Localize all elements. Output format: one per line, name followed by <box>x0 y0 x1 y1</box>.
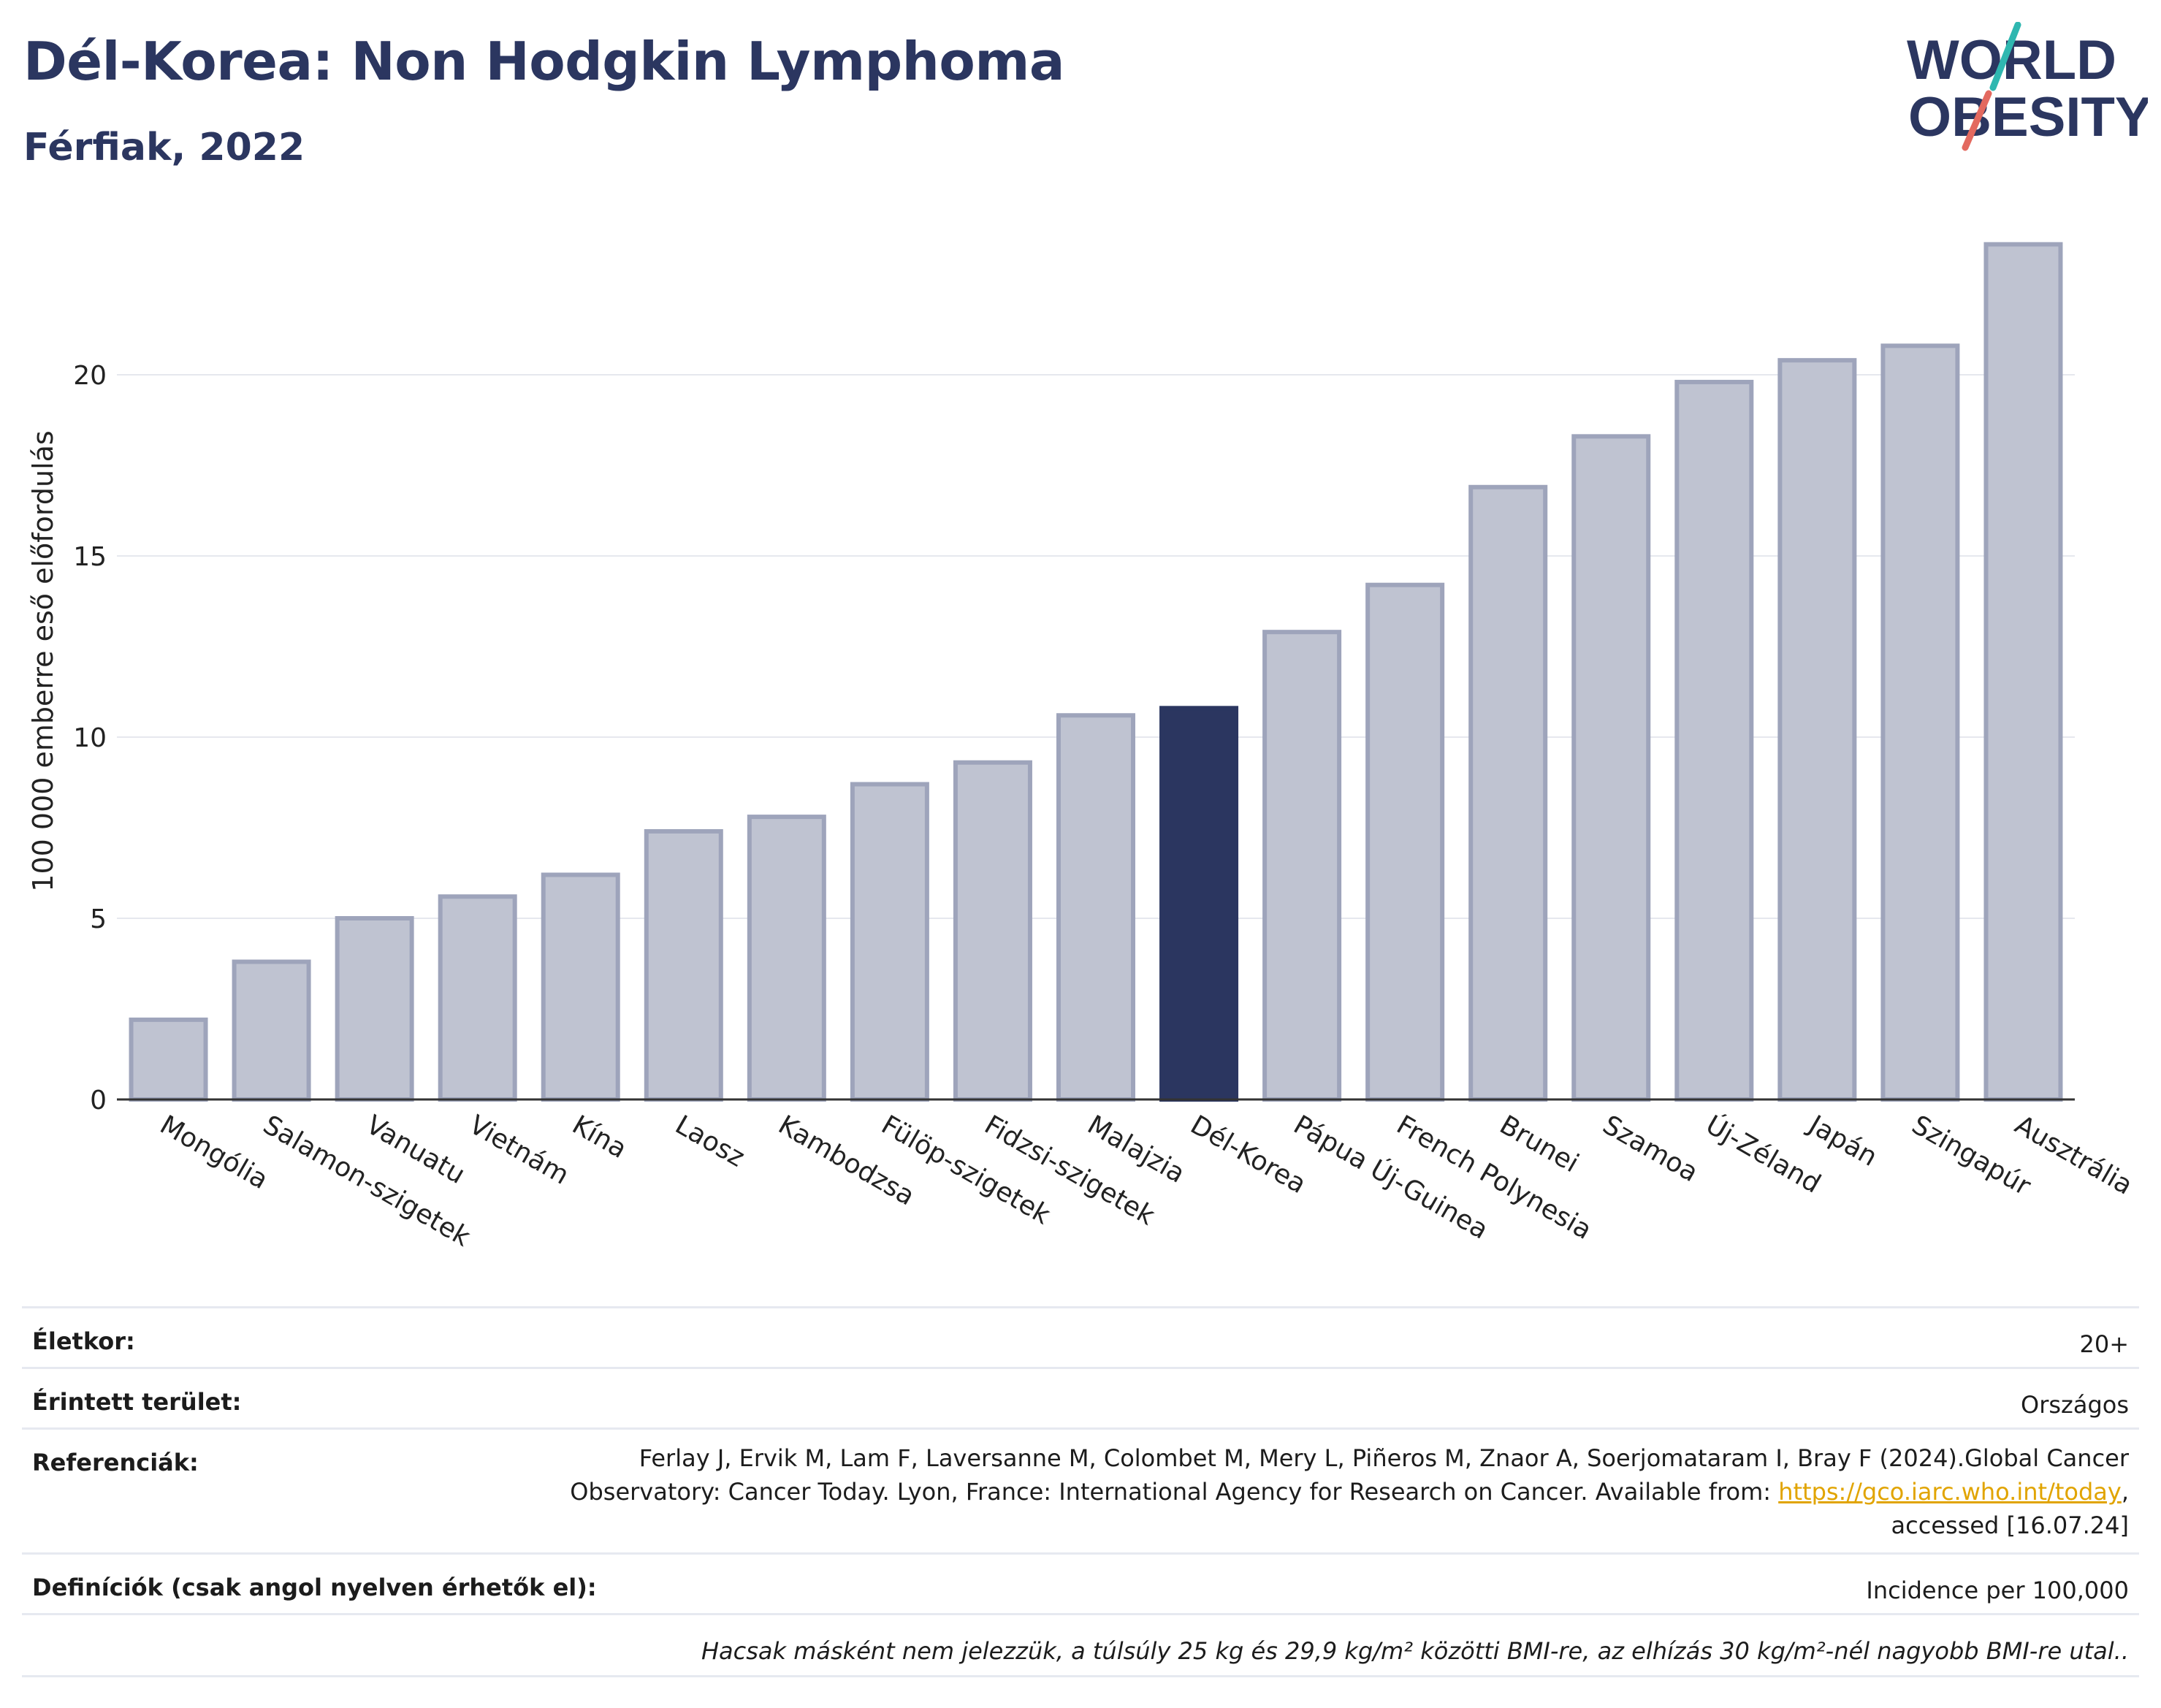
info-value-area: Országos <box>2021 1391 2129 1419</box>
y-tick-label: 0 <box>90 1086 107 1116</box>
x-tick-label: Új-Zéland <box>1701 1109 1826 1199</box>
bar <box>438 894 517 1102</box>
info-note: Hacsak másként nem jelezzük, a túlsúly 2… <box>701 1637 2129 1665</box>
world-obesity-logo: WORLD OBESITY <box>1907 22 2148 151</box>
reference-line-2-text: Observatory: Cancer Today. Lyon, France:… <box>570 1478 1779 1506</box>
bar <box>850 782 929 1102</box>
reference-line-2-end: , <box>2121 1478 2129 1506</box>
page-title: Dél-Korea: Non Hodgkin Lymphoma <box>23 31 1065 92</box>
bar-chart: 0 5 10 15 20 100 000 emberre eső előfordulás M… <box>27 242 2138 1253</box>
logo-accent-teal <box>1989 22 2021 91</box>
x-tick-label: Laosz <box>670 1110 750 1173</box>
bar <box>232 959 311 1102</box>
bar <box>1262 630 1342 1102</box>
bar <box>1674 379 1754 1102</box>
info-row-age: Életkor: 20+ <box>22 1306 2139 1367</box>
bar <box>1983 242 2063 1102</box>
info-value-definitions: Incidence per 100,000 <box>1866 1577 2129 1604</box>
x-tick-label: Dél-Korea <box>1186 1110 1311 1200</box>
info-row-note: Hacsak másként nem jelezzük, a túlsúly 2… <box>22 1613 2139 1677</box>
y-tick-label: 10 <box>73 723 107 753</box>
reference-line-3: accessed [16.07.24] <box>1891 1511 2129 1539</box>
y-tick-label: 20 <box>73 361 107 391</box>
bar <box>1880 343 1960 1102</box>
bar <box>1777 358 1857 1102</box>
info-row-area: Érintett terület: Országos <box>22 1367 2139 1427</box>
reference-link[interactable]: https://gco.iarc.who.int/today <box>1778 1478 2122 1506</box>
info-value-age: 20+ <box>2079 1330 2129 1358</box>
info-row-references: Referenciák: Ferlay J, Ervik M, Lam F, L… <box>22 1427 2139 1552</box>
logo-accent-red <box>1962 90 1992 151</box>
x-tick-label: Fülöp-szigetek <box>876 1110 1055 1230</box>
bar <box>335 916 414 1102</box>
bar <box>541 872 620 1102</box>
page-subtitle: Férfiak, 2022 <box>23 126 305 169</box>
x-tick-label: Szamoa <box>1598 1110 1703 1188</box>
x-tick-label: Mongólia <box>155 1110 273 1195</box>
info-label-area: Érintett terület: <box>32 1388 242 1416</box>
x-tick-label: Ausztrália <box>2010 1110 2138 1201</box>
x-tick-label: Pápua Új-Guinea <box>1289 1109 1494 1245</box>
x-tick-label: Japán <box>1802 1109 1882 1173</box>
bar <box>129 1017 208 1102</box>
reference-line-2: Observatory: Cancer Today. Lyon, France:… <box>570 1475 2129 1509</box>
x-tick-label: Vietnám <box>464 1110 573 1191</box>
info-label-references: Referenciák: <box>32 1449 199 1476</box>
y-axis-label: 100 000 emberre eső előfordulás <box>27 430 59 891</box>
x-tick-label: Kína <box>567 1110 631 1164</box>
info-value-references: Ferlay J, Ervik M, Lam F, Laversanne M, … <box>570 1441 2129 1542</box>
bar <box>1159 706 1239 1102</box>
bar <box>1468 484 1548 1102</box>
logo-text-obesity: OBESITY <box>1908 86 2148 148</box>
bar <box>953 760 1032 1102</box>
info-table: Életkor: 20+ Érintett terület: Országos … <box>22 1306 2139 1677</box>
info-label-definitions: Definíciók (csak angol nyelven érhetők e… <box>32 1574 597 1601</box>
bar <box>1056 713 1135 1102</box>
bar <box>1365 582 1445 1102</box>
y-tick-label: 5 <box>90 904 107 934</box>
bar <box>644 828 723 1102</box>
bar <box>1571 434 1651 1102</box>
y-tick-label: 15 <box>73 542 107 572</box>
x-tick-label: Fidzsi-szigetek <box>979 1110 1159 1231</box>
info-label-age: Életkor: <box>32 1327 135 1355</box>
reference-line-1: Ferlay J, Ervik M, Lam F, Laversanne M, … <box>639 1444 2129 1472</box>
bar <box>747 815 826 1102</box>
info-row-definitions: Definíciók (csak angol nyelven érhetők e… <box>22 1552 2139 1613</box>
